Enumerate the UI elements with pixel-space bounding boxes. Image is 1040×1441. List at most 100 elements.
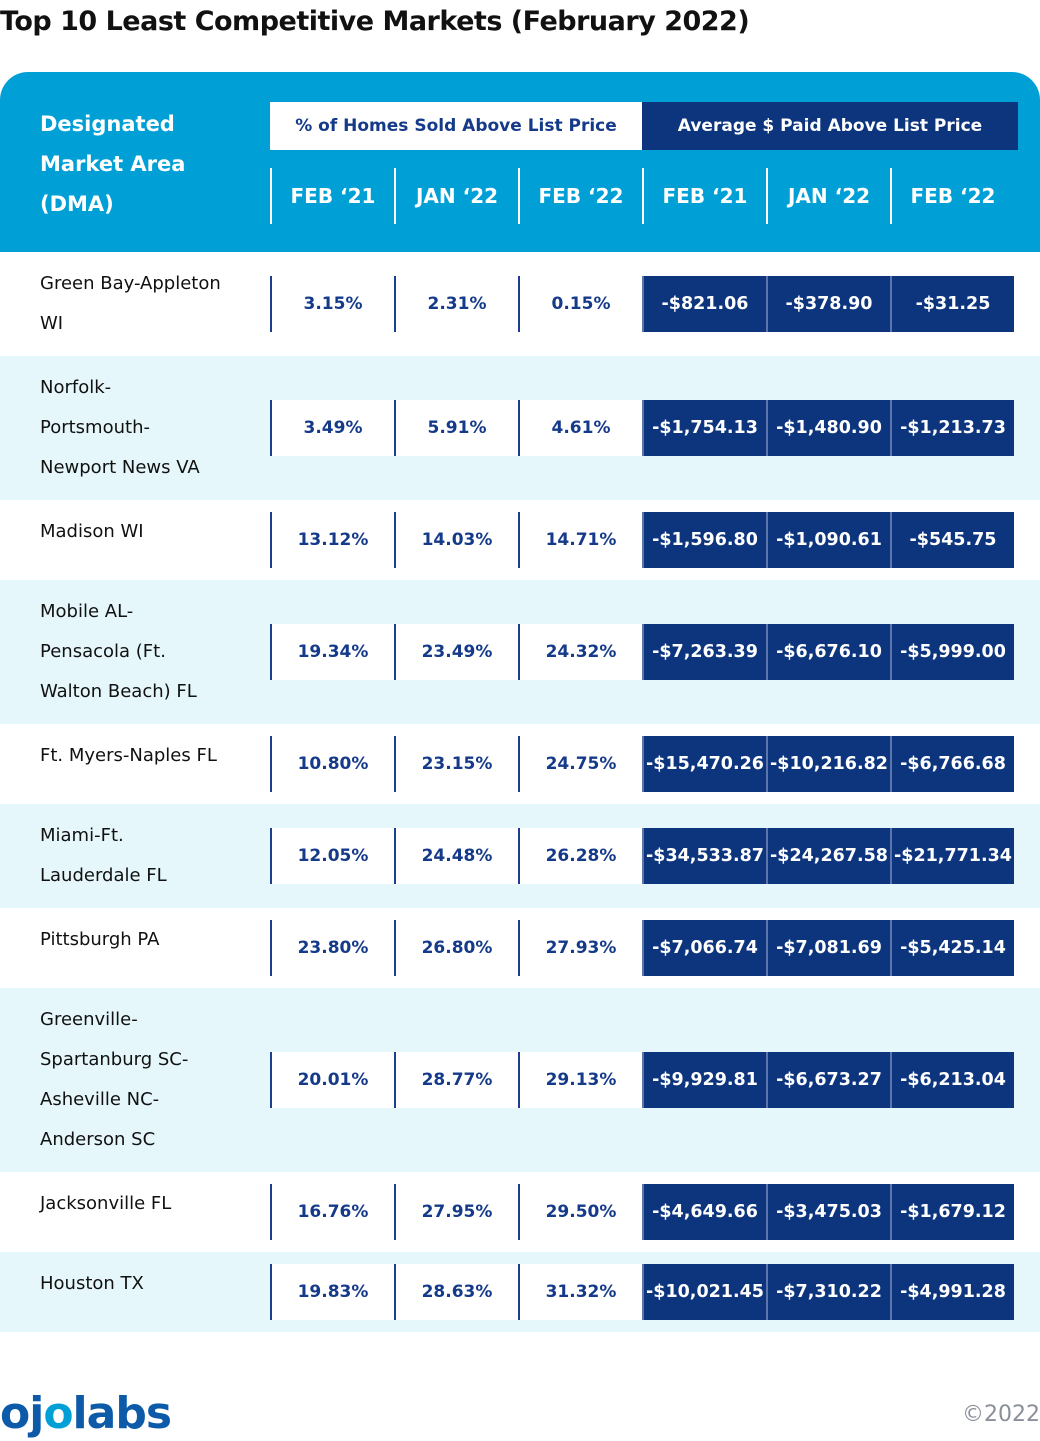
column-divider [642, 168, 644, 224]
pct-value-cell: 27.95% [396, 1184, 518, 1240]
pct-value-cell: 23.15% [396, 736, 518, 792]
cell-divider [890, 1184, 892, 1240]
usd-value-cell: -$5,425.14 [892, 920, 1014, 976]
dma-name: Mobile AL- Pensacola (Ft. Walton Beach) FL [40, 601, 197, 702]
usd-value-cell: -$6,676.10 [768, 624, 890, 680]
cell-divider [890, 276, 892, 332]
cell-divider [270, 276, 272, 332]
usd-value-cell: -$1,213.73 [892, 400, 1014, 456]
cell-divider [766, 512, 768, 568]
usd-value-cell: -$378.90 [768, 276, 890, 332]
column-header: JAN ‘22 [415, 184, 499, 208]
cell-divider [890, 828, 892, 884]
pct-value-cell: 29.13% [520, 1052, 642, 1108]
cell-divider [270, 828, 272, 884]
dma-name: Jacksonville FL [40, 1193, 172, 1214]
column-header: FEB ‘22 [538, 184, 624, 208]
pct-value-cell: 2.31% [396, 276, 518, 332]
usd-value-cell: -$4,649.66 [644, 1184, 766, 1240]
cell-divider [890, 736, 892, 792]
dma-name: Green Bay-Appleton WI [40, 273, 221, 334]
cell-divider [766, 1184, 768, 1240]
pct-value-cell: 3.49% [272, 400, 394, 456]
column-header: FEB ‘22 [910, 184, 996, 208]
column-divider [766, 168, 768, 224]
cell-divider [270, 512, 272, 568]
pct-value-cell: 10.80% [272, 736, 394, 792]
pct-value-cell: 23.49% [396, 624, 518, 680]
usd-value-cell: -$3,475.03 [768, 1184, 890, 1240]
cell-divider [394, 920, 396, 976]
usd-value-cell: -$5,999.00 [892, 624, 1014, 680]
usd-value-cell: -$7,066.74 [644, 920, 766, 976]
cell-divider [394, 736, 396, 792]
dma-column-header: Designated Market Area (DMA) [40, 112, 186, 216]
cell-divider [766, 1052, 768, 1108]
dma-name: Norfolk- Portsmouth- Newport News VA [40, 377, 200, 478]
cell-divider [394, 400, 396, 456]
cell-divider [766, 828, 768, 884]
cell-divider [642, 276, 644, 332]
logo-text-part: labs [72, 1388, 172, 1439]
pct-value-cell: 0.15% [520, 276, 642, 332]
cell-divider [890, 1264, 892, 1320]
cell-divider [518, 1184, 520, 1240]
pct-value-cell: 31.32% [520, 1264, 642, 1320]
chart-title: Top 10 Least Competitive Markets (Februa… [0, 6, 750, 37]
cell-divider [766, 400, 768, 456]
logo-text-part: oj [0, 1388, 44, 1439]
column-divider [394, 168, 396, 224]
pct-value-cell: 14.71% [520, 512, 642, 568]
cell-divider [766, 736, 768, 792]
cell-divider [766, 276, 768, 332]
usd-group-header: Average $ Paid Above List Price [642, 102, 1018, 150]
column-divider [890, 168, 892, 224]
pct-value-cell: 24.75% [520, 736, 642, 792]
dma-name: Greenville- Spartanburg SC- Asheville NC- A… [40, 1009, 189, 1150]
cell-divider [270, 1264, 272, 1320]
cell-divider [766, 920, 768, 976]
usd-value-cell: -$31.25 [892, 276, 1014, 332]
column-header: JAN ‘22 [787, 184, 871, 208]
copyright: ©2022 [962, 1402, 1040, 1427]
usd-value-cell: -$7,263.39 [644, 624, 766, 680]
pct-value-cell: 23.80% [272, 920, 394, 976]
usd-value-cell: -$21,771.34 [892, 828, 1014, 884]
cell-divider [394, 512, 396, 568]
cell-divider [642, 1264, 644, 1320]
cell-divider [394, 828, 396, 884]
cell-divider [270, 920, 272, 976]
cell-divider [394, 1052, 396, 1108]
usd-value-cell: -$6,673.27 [768, 1052, 890, 1108]
usd-value-cell: -$10,216.82 [768, 736, 890, 792]
cell-divider [270, 400, 272, 456]
cell-divider [642, 1052, 644, 1108]
cell-divider [890, 512, 892, 568]
cell-divider [518, 624, 520, 680]
pct-value-cell: 24.48% [396, 828, 518, 884]
cell-divider [518, 1264, 520, 1320]
usd-value-cell: -$1,480.90 [768, 400, 890, 456]
pct-value-cell: 26.80% [396, 920, 518, 976]
cell-divider [394, 624, 396, 680]
cell-divider [270, 1184, 272, 1240]
cell-divider [518, 828, 520, 884]
pct-value-cell: 5.91% [396, 400, 518, 456]
usd-value-cell: -$7,310.22 [768, 1264, 890, 1320]
cell-divider [642, 920, 644, 976]
logo-text-part: o [43, 1388, 73, 1439]
dma-name: Madison WI [40, 521, 144, 542]
cell-divider [394, 276, 396, 332]
usd-value-cell: -$1,596.80 [644, 512, 766, 568]
usd-value-cell: -$1,090.61 [768, 512, 890, 568]
pct-value-cell: 20.01% [272, 1052, 394, 1108]
dma-name: Houston TX [40, 1273, 144, 1294]
pct-value-cell: 28.77% [396, 1052, 518, 1108]
pct-value-cell: 3.15% [272, 276, 394, 332]
cell-divider [270, 624, 272, 680]
cell-divider [270, 736, 272, 792]
cell-divider [518, 736, 520, 792]
cell-divider [270, 1052, 272, 1108]
usd-value-cell: -$545.75 [892, 512, 1014, 568]
cell-divider [518, 1052, 520, 1108]
